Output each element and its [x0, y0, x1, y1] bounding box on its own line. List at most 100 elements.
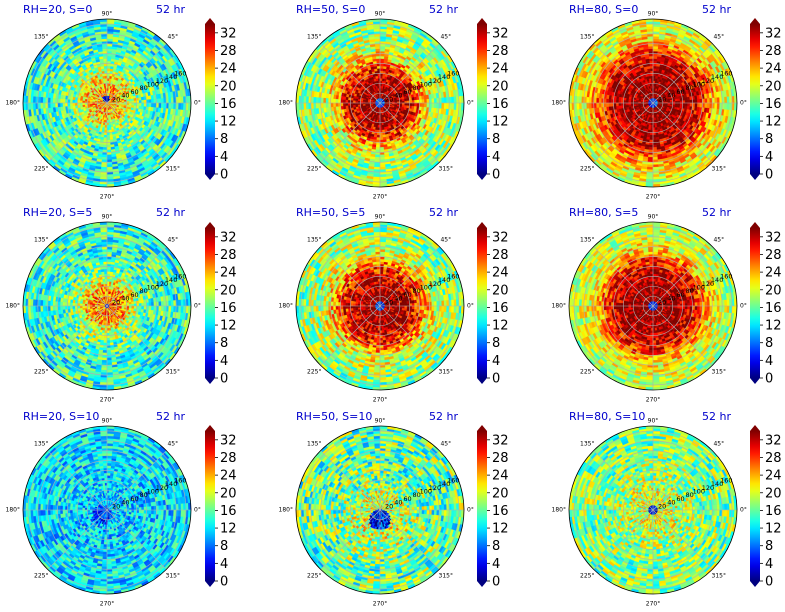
heatmap-cell	[102, 144, 108, 148]
panel-time: 52 hr	[156, 3, 185, 16]
heatmap-cell	[101, 166, 108, 170]
heatmap-cell	[379, 75, 383, 79]
heatmap-cell	[59, 98, 63, 104]
heatmap-cell	[404, 100, 408, 104]
heatmap-cell	[374, 166, 381, 170]
panel-2: 20 40 60 801001201401600°45°90°135°180°225°…	[279, 3, 509, 201]
colorbar-tick-label: 32	[220, 26, 237, 41]
heatmap-cell	[433, 97, 437, 104]
heatmap-cell	[374, 36, 381, 40]
panel-title: RH=20, S=0	[23, 3, 92, 16]
angle-tick-label: 225°	[34, 165, 48, 172]
angle-tick-label: 135°	[307, 34, 321, 41]
heatmap-cell	[62, 102, 66, 108]
heatmap-cell	[379, 176, 387, 180]
heatmap-cell	[102, 48, 108, 52]
heatmap-cell	[352, 102, 356, 106]
heatmap-cell	[325, 98, 329, 104]
heatmap-cell	[180, 96, 184, 104]
heatmap-cell	[106, 164, 113, 168]
angle-tick-label: 0°	[467, 100, 474, 107]
heatmap-cell	[69, 99, 73, 104]
heatmap-cell	[305, 96, 309, 104]
heatmap-cell	[106, 78, 110, 82]
heatmap-cell	[377, 127, 381, 131]
heatmap-cell	[375, 127, 379, 131]
heatmap-cell	[379, 48, 385, 52]
colorbar-tick-label: 4	[220, 150, 228, 165]
panel-time: 52 hr	[429, 3, 458, 16]
heatmap-cell	[103, 68, 108, 72]
angle-tick-label: 45°	[440, 34, 451, 41]
heatmap-cell	[168, 102, 172, 109]
heatmap-cell	[148, 98, 152, 104]
heatmap-cell	[379, 65, 384, 69]
colorbar-tick-label: 20	[220, 79, 237, 94]
heatmap-cell	[106, 55, 112, 59]
heatmap-cell	[100, 176, 108, 180]
heatmap-cell	[32, 96, 36, 104]
heatmap-cell	[379, 28, 387, 32]
heatmap-cell	[133, 102, 137, 106]
heatmap-cell	[170, 97, 174, 104]
heatmap-cell	[101, 46, 108, 50]
heatmap-cell	[131, 104, 135, 108]
heatmap-cell	[377, 129, 381, 133]
radial-tick-label: 20	[385, 95, 393, 103]
heatmap-cell	[106, 129, 110, 133]
angle-tick-label: 270°	[373, 194, 387, 201]
heatmap-cell	[30, 96, 34, 104]
heatmap-cell	[375, 48, 381, 52]
heatmap-cell	[106, 154, 112, 158]
heatmap-cell	[332, 102, 336, 108]
heatmap-cell	[443, 102, 447, 109]
heatmap-cell	[315, 102, 319, 109]
heatmap-cell	[313, 102, 317, 109]
heatmap-cell	[375, 55, 381, 59]
heatmap-cell	[375, 147, 381, 151]
heatmap-cell	[431, 98, 435, 104]
heatmap-cell	[106, 36, 113, 40]
heatmap-cell	[355, 98, 359, 102]
heatmap-cell	[381, 78, 385, 82]
heatmap-cell	[69, 102, 73, 107]
heatmap-cell	[451, 102, 455, 110]
heatmap-cell	[379, 154, 385, 158]
heatmap-cell	[52, 98, 56, 104]
heatmap-cell	[50, 97, 54, 104]
radial-tick-label: 160	[174, 69, 186, 77]
heatmap-cell	[332, 98, 336, 104]
heatmap-cell	[106, 176, 114, 180]
heatmap-cell	[379, 144, 385, 148]
heatmap-cell	[138, 99, 142, 104]
heatmap-cell	[160, 97, 164, 104]
heatmap-cell	[421, 102, 425, 108]
heatmap-cell	[406, 100, 410, 104]
heatmap-cell	[374, 156, 381, 160]
heatmap-cell	[373, 174, 381, 178]
heatmap-cell	[374, 164, 381, 168]
heatmap-cell	[106, 65, 111, 69]
heatmap-cell	[315, 97, 319, 104]
heatmap-cell	[352, 98, 356, 102]
angle-tick-label: 180°	[279, 100, 293, 107]
heatmap-cell	[421, 98, 425, 104]
heatmap-cell	[138, 102, 142, 107]
heatmap-cell	[100, 28, 108, 32]
radial-tick-label: 160	[447, 69, 459, 77]
heatmap-cell	[79, 102, 83, 106]
heatmap-cell	[106, 38, 113, 42]
radial-tick-label: 40	[121, 92, 129, 100]
heatmap-cell	[148, 102, 152, 108]
heatmap-cell	[441, 97, 445, 104]
heatmap-cell	[404, 102, 408, 106]
heatmap-cell	[350, 100, 354, 104]
angle-tick-label: 225°	[307, 165, 321, 172]
heatmap-cell	[141, 102, 145, 107]
heatmap-cell	[128, 102, 132, 106]
heatmap-cell	[103, 137, 108, 141]
heatmap-cell	[102, 55, 108, 59]
heatmap-cell	[180, 102, 184, 110]
heatmap-cell	[106, 26, 114, 30]
